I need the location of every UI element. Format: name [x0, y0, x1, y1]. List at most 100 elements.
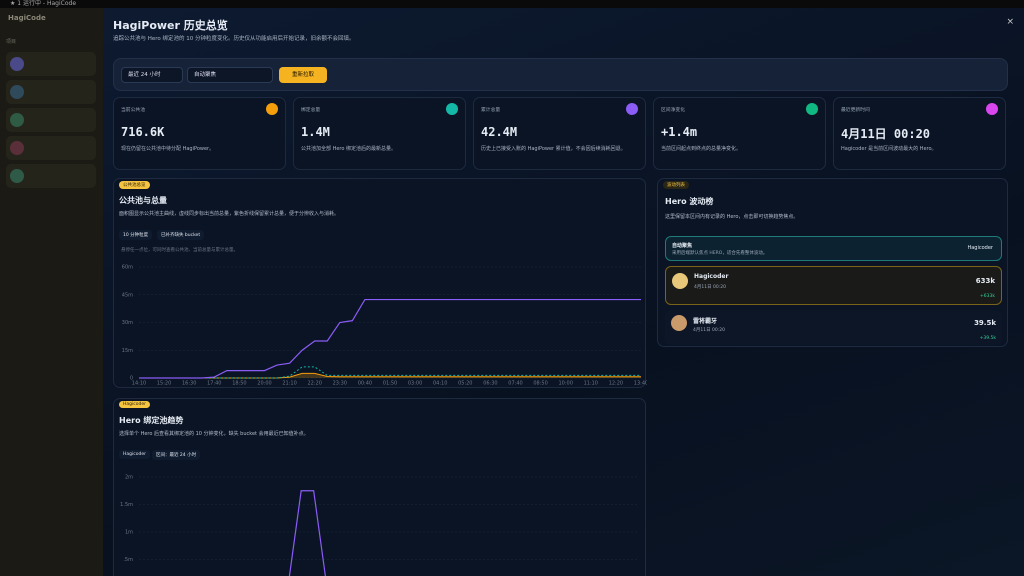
y-tick-label: 30m	[122, 320, 133, 326]
x-tick-label: 21:10	[282, 381, 296, 387]
x-tick-label: 15:20	[157, 381, 171, 387]
x-tick-label: 18:50	[232, 381, 246, 387]
refresh-button[interactable]: 重新拉取	[279, 67, 327, 83]
pool-card: 公共池总览 公共池与总量 面积图显示公共池主曲线，虚线同步标出当前总量，紫色折线…	[113, 178, 647, 388]
hero-time: 4月11日 00:20	[694, 285, 726, 290]
hero-item[interactable]: 雷将霸牙 4月11日 00:20 39.5k +39.5k	[665, 310, 1002, 345]
project-item[interactable]	[6, 136, 96, 160]
stat-value: +1.4m	[661, 125, 698, 139]
card-title: 公共池与总量	[119, 196, 167, 205]
hero-chart: .5m 1m 1.5m 2m	[120, 475, 638, 576]
x-tick-label: 11:10	[584, 381, 598, 387]
auto-title: 自动聚焦	[672, 243, 693, 249]
stat-icon	[626, 103, 638, 115]
stat-value: 716.6K	[121, 125, 165, 139]
x-tick-label: 12:20	[609, 381, 623, 387]
stat-icon	[266, 103, 278, 115]
x-tick-label: 23:30	[333, 381, 347, 387]
x-tick-label: 06:30	[483, 381, 497, 387]
focus-select[interactable]: 自动聚焦	[187, 67, 273, 83]
hero-card: Hagicoder Hero 绑定池趋势 选择单个 Hero 后查看其绑定池的 …	[113, 398, 646, 576]
x-tick-label: 04:10	[433, 381, 447, 387]
badge: 公共池总览	[119, 181, 150, 189]
series-line	[288, 490, 326, 576]
x-tick-label: 14:10	[132, 381, 146, 387]
x-tick-label: 20:00	[257, 381, 271, 387]
hero-value: 39.5k	[974, 319, 996, 327]
auto-focus[interactable]: 自动聚焦 采用后端默认焦点 HERO，适合先看整体波动。 Hagicoder	[665, 236, 1002, 261]
x-tick-label: 13:40	[634, 381, 647, 387]
card-title: Hero 波动榜	[665, 197, 714, 206]
x-tick-label: 08:50	[533, 381, 547, 387]
close-button[interactable]: ×	[1006, 17, 1014, 27]
x-tick-label: 00:40	[358, 381, 372, 387]
y-tick-label: 2m	[125, 475, 133, 481]
avatar	[671, 315, 687, 331]
modal-title: HagiPower 历史总览	[113, 19, 228, 32]
stat-desc: 现在仍留在公共池中待分配 HagiPower。	[121, 146, 215, 152]
series-line	[139, 372, 641, 379]
card-desc: 选择单个 Hero 后查看其绑定池的 10 分钟变化，缺失 bucket 会用最…	[119, 431, 309, 437]
filter-bar: 最近 24 小时 自动聚焦 重新拉取	[113, 58, 1008, 91]
window-title: ★ 1 运行中 - HagiCode	[0, 0, 1024, 8]
hero-delta: +39.5k	[979, 336, 996, 341]
hero-name: Hagicoder	[694, 273, 729, 280]
x-tick-label: 16:30	[182, 381, 196, 387]
y-tick-label: 15m	[122, 348, 133, 354]
stat-desc: 公共池加全部 Hero 绑定池后的最新总量。	[301, 146, 397, 152]
stat-label: 最近更新时间	[841, 108, 870, 113]
range-select[interactable]: 最近 24 小时	[121, 67, 183, 83]
y-tick-label: 1.5m	[120, 502, 133, 508]
stat-icon	[446, 103, 458, 115]
stat-card: 最近更新时间 4月11日 00:20 Hagicoder 是当前区间波动最大的 He…	[833, 97, 1006, 170]
x-tick-label: 03:00	[408, 381, 422, 387]
project-item[interactable]	[6, 80, 96, 104]
project-item[interactable]	[6, 164, 96, 188]
project-item[interactable]	[6, 52, 96, 76]
avatar	[672, 273, 688, 289]
auto-hero: Hagicoder	[967, 245, 993, 251]
auto-desc: 采用后端默认焦点 HERO，适合先看整体波动。	[672, 251, 768, 256]
y-tick-label: 45m	[122, 292, 133, 298]
history-modal: HagiPower 历史总览 追踪公共池与 Hero 绑定池的 10 分钟粒度变…	[103, 8, 1024, 576]
stat-card: 绑定总量 1.4M 公共池加全部 Hero 绑定池后的最新总量。	[293, 97, 466, 170]
modal-subtitle: 追踪公共池与 Hero 绑定池的 10 分钟粒度变化。历史仅从功能启用后开始记录…	[113, 36, 355, 42]
stat-icon	[986, 103, 998, 115]
card-desc: 面积图显示公共池主曲线，虚线同步标出当前总量，紫色折线保留累计总量，便于分辨收入…	[119, 211, 340, 217]
stat-value: 4月11日 00:20	[841, 127, 931, 141]
sidebar: HagiCode 项目	[0, 8, 103, 576]
x-tick-label: 17:40	[207, 381, 221, 387]
y-tick-label: 0	[130, 376, 133, 382]
stat-desc: Hagicoder 是当前区间波动最大的 Hero。	[841, 146, 937, 152]
x-tick-label: 22:20	[307, 381, 321, 387]
series-line	[139, 366, 641, 379]
x-tick-label: 01:50	[383, 381, 397, 387]
y-tick-label: 60m	[122, 265, 133, 271]
y-tick-label: 1m	[125, 530, 133, 536]
hero-item[interactable]: Hagicoder 4月11日 00:20 633k +633k	[665, 266, 1002, 305]
project-item[interactable]	[6, 108, 96, 132]
stat-card: 区间净变化 +1.4m 当前区间起点到终点的总量净变化。	[653, 97, 826, 170]
stat-label: 绑定总量	[301, 108, 321, 113]
card-title: Hero 绑定池趋势	[119, 416, 184, 425]
chip: 10 分钟粒度	[119, 230, 153, 240]
hint: 悬停任一点位，可同时查看公共池、当前总量与累计总量。	[121, 248, 238, 253]
section-label: 项目	[6, 39, 17, 45]
x-tick-label: 07:40	[508, 381, 522, 387]
hero-time: 4月11日 00:20	[693, 328, 725, 333]
badge: Hagicoder	[119, 401, 150, 408]
brand: HagiCode	[8, 14, 46, 22]
hero-name: 雷将霸牙	[693, 318, 718, 325]
stat-card: 当前公共池 716.6K 现在仍留在公共池中待分配 HagiPower。	[113, 97, 286, 170]
hero-value: 633k	[975, 277, 995, 285]
card-desc: 这里保留本区间内有记录的 Hero，点击即可切换趋势焦点。	[665, 214, 799, 220]
stat-value: 42.4M	[481, 125, 518, 139]
stat-icon	[806, 103, 818, 115]
pool-chart: 0 15m 30m 45m 60m 14:10 15:20 16:30 17:40 18:50 20…	[122, 265, 647, 387]
stat-label: 区间净变化	[661, 108, 685, 113]
stat-value: 1.4M	[301, 125, 330, 139]
chip: 已补齐缺失 bucket	[157, 230, 205, 240]
stat-label: 累计总量	[481, 108, 501, 113]
badge: 波动列表	[663, 181, 689, 189]
